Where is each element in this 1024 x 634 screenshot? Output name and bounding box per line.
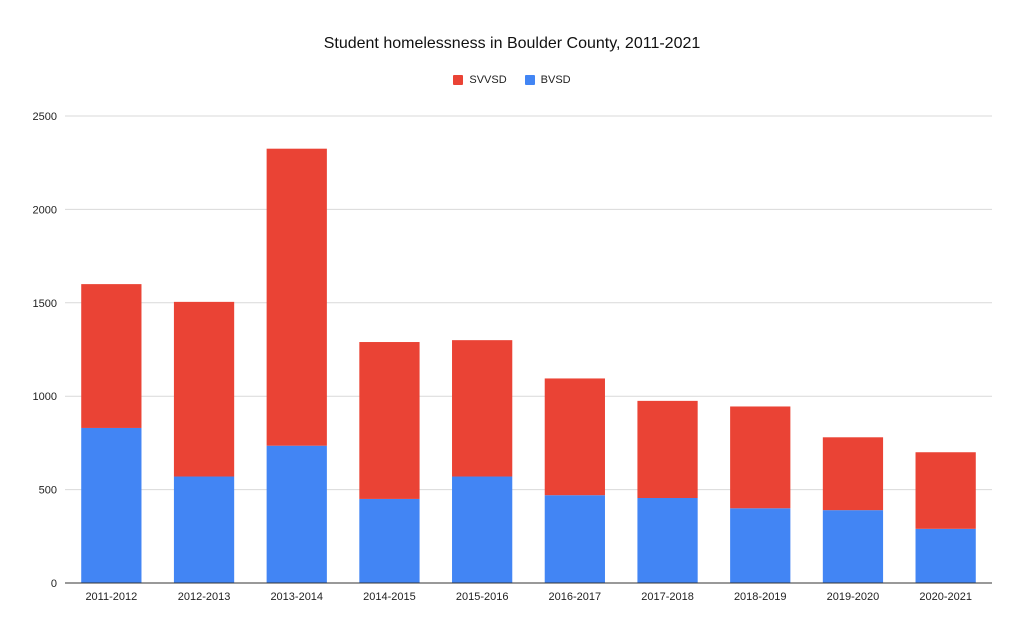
legend-swatch: [453, 75, 464, 85]
x-tick-label: 2011-2012: [85, 591, 137, 603]
legend-label: BVSD: [540, 74, 571, 86]
chart-legend: SVVSD BVSD: [0, 74, 1024, 86]
bar-svvsd-2013-2014: [266, 148, 327, 446]
bar-svvsd-2012-2013: [173, 301, 235, 477]
legend-item-svvsd: SVVSD: [453, 74, 507, 86]
legend-label: SVVSD: [469, 74, 507, 86]
bar-bvsd-2012-2013: [173, 476, 235, 583]
bar-svvsd-2015-2016: [452, 340, 513, 477]
x-tick-label: 2019-2020: [827, 591, 880, 603]
bar-svvsd-2019-2020: [822, 437, 884, 511]
y-tick-label: 1500: [33, 298, 57, 310]
x-tick-label: 2018-2019: [734, 591, 787, 603]
chart-title: Student homelessness in Boulder County, …: [323, 35, 701, 52]
bar-svvsd-2014-2015: [359, 342, 420, 499]
legend-item-bvsd: BVSD: [524, 74, 571, 86]
bar-svvsd-2016-2017: [544, 378, 605, 496]
bar-bvsd-2013-2014: [266, 445, 327, 583]
bar-bvsd-2018-2019: [730, 508, 791, 583]
y-tick-label: 0: [51, 578, 57, 590]
legend-swatch: [524, 75, 535, 85]
y-tick-label: 2500: [33, 111, 57, 123]
bar-bvsd-2020-2021: [915, 528, 976, 583]
x-tick-label: 2016-2017: [549, 591, 602, 603]
bar-bvsd-2015-2016: [452, 476, 513, 583]
bar-svvsd-2011-2012: [81, 284, 142, 428]
x-tick-label: 2012-2013: [178, 591, 231, 603]
bar-bvsd-2017-2018: [637, 498, 698, 583]
x-tick-label: 2020-2021: [919, 591, 972, 603]
bar-svvsd-2018-2019: [730, 406, 791, 509]
bar-bvsd-2016-2017: [544, 495, 605, 583]
bar-bvsd-2011-2012: [81, 427, 142, 583]
bar-bvsd-2019-2020: [822, 510, 884, 583]
bar-svvsd-2020-2021: [915, 452, 976, 529]
y-tick-label: 1000: [33, 391, 57, 403]
x-tick-label: 2013-2014: [270, 591, 323, 603]
bar-svvsd-2017-2018: [637, 400, 698, 499]
y-tick-label: 2000: [33, 204, 57, 216]
x-tick-label: 2014-2015: [363, 591, 416, 603]
x-tick-label: 2015-2016: [456, 591, 509, 603]
y-tick-label: 500: [39, 485, 57, 497]
x-tick-label: 2017-2018: [641, 591, 694, 603]
bar-bvsd-2014-2015: [359, 498, 420, 583]
